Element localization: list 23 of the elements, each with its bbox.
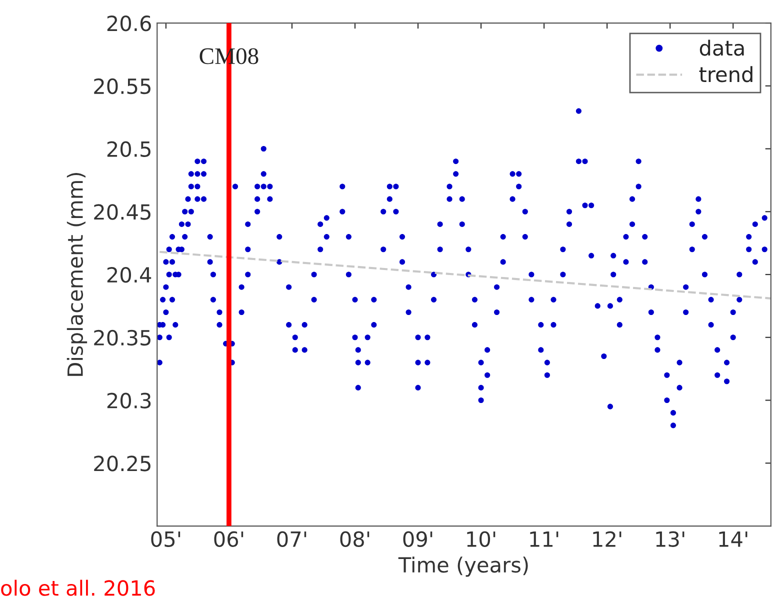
x-tick-label: 05' xyxy=(151,531,180,547)
y-tick-label: 20.55 xyxy=(94,78,150,94)
x-tick-label: 09' xyxy=(403,531,432,547)
y-tick-label: 20.3 xyxy=(107,392,151,408)
x-tick-label: 10' xyxy=(467,531,496,547)
y-tick-label: 20.35 xyxy=(94,330,150,346)
y-tick-label: 20.45 xyxy=(94,204,150,220)
x-tick-label: 13' xyxy=(656,531,684,547)
x-tick-label: 08' xyxy=(340,531,370,547)
x-tick-label: 11' xyxy=(530,532,558,547)
y-tick-label: 20.5 xyxy=(107,141,150,157)
text: olo et all. 2016 xyxy=(1,580,155,596)
legend-label: trend xyxy=(699,66,752,82)
y-axis-title: Displacement (mm) xyxy=(66,172,88,376)
y-tick-label: 20.6 xyxy=(107,15,151,32)
x-axis-title: Time (years) xyxy=(398,556,528,577)
x-tick-label: 12' xyxy=(593,531,622,547)
y-tick-label: 20.25 xyxy=(94,456,150,472)
x-tick-label: 07' xyxy=(277,531,306,547)
y-tick-label: 20.4 xyxy=(107,266,152,283)
legend-label: data xyxy=(700,40,744,56)
x-tick-label: 14' xyxy=(719,532,748,547)
x-tick-label: 06' xyxy=(214,531,244,547)
